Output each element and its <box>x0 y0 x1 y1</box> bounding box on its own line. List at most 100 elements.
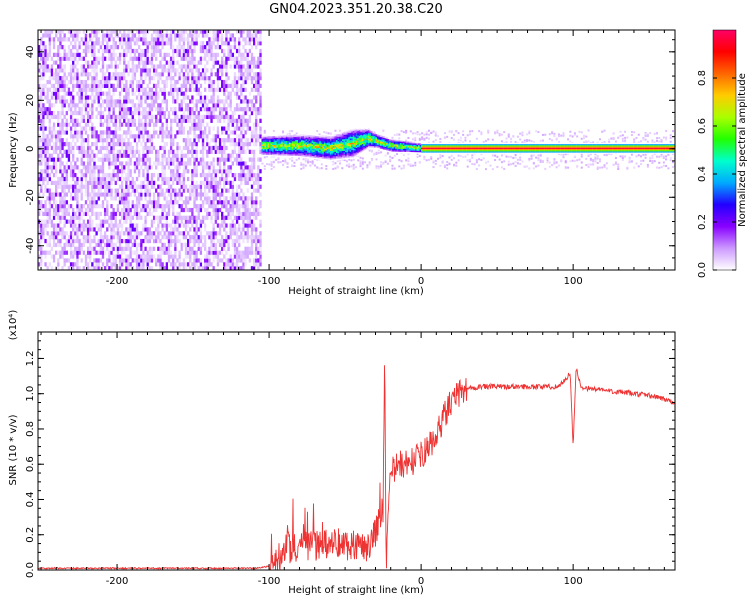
heat-cell <box>152 246 156 251</box>
heat-cell <box>439 164 442 167</box>
heat-cell <box>140 134 143 139</box>
heat-cell <box>89 254 92 259</box>
heat-cell <box>133 103 137 108</box>
heat-cell <box>161 215 164 220</box>
heat-cell <box>103 79 107 85</box>
heat-cell <box>191 114 194 120</box>
heat-cell <box>193 235 196 240</box>
heat-cell <box>434 162 437 165</box>
heat-cell <box>152 215 156 220</box>
heat-cell <box>140 95 143 100</box>
heat-cell <box>204 72 207 77</box>
heat-cell <box>496 165 499 168</box>
heat-cell <box>40 258 43 263</box>
heat-cell <box>172 99 175 104</box>
heat-cell <box>129 192 132 197</box>
heat-cell <box>229 169 232 174</box>
heat-cell <box>246 76 249 81</box>
heat-cell <box>135 211 139 217</box>
heat-cell <box>341 167 344 170</box>
heat-cell <box>74 250 77 255</box>
heat-cell <box>42 180 45 185</box>
heat-cell <box>150 118 154 123</box>
heat-cell <box>44 68 47 73</box>
heat-cell <box>106 184 109 189</box>
heat-cell <box>38 242 41 248</box>
heat-cell <box>221 60 224 65</box>
heat-cell <box>212 258 215 263</box>
heat-cell <box>161 122 164 127</box>
heat-cell <box>123 56 126 61</box>
heat-cell <box>135 196 139 201</box>
heat-cell <box>76 254 79 259</box>
heat-cell <box>300 167 303 170</box>
heat-cell <box>255 258 258 263</box>
heat-cell <box>150 48 154 54</box>
heat-cell <box>52 223 56 228</box>
heat-cell <box>553 162 556 165</box>
heat-cell <box>255 231 258 236</box>
heat-cell <box>46 211 49 217</box>
heat-cell <box>405 159 408 162</box>
heat-cell <box>72 250 75 255</box>
heat-cell <box>176 99 179 104</box>
heat-cell <box>193 258 196 263</box>
heat-cell <box>69 33 73 38</box>
heat-cell <box>238 204 241 209</box>
heat-cell <box>500 161 503 164</box>
heat-cell <box>225 207 228 213</box>
heat-cell <box>208 200 211 205</box>
heat-cell <box>67 153 71 158</box>
heat-cell <box>235 188 239 193</box>
heat-cell <box>165 76 169 81</box>
heat-cell <box>127 258 130 263</box>
heat-cell <box>242 200 245 205</box>
heat-cell <box>425 136 428 139</box>
heat-cell <box>40 238 43 244</box>
heat-cell <box>89 45 92 50</box>
heat-cell <box>110 196 113 201</box>
heat-cell <box>345 160 348 163</box>
heat-cell <box>161 56 164 61</box>
heat-cell <box>95 231 98 236</box>
heat-cell <box>157 37 160 42</box>
heat-cell <box>167 149 171 154</box>
heat-cell <box>127 157 130 162</box>
heat-cell <box>227 56 230 61</box>
heat-cell <box>206 52 209 57</box>
heat-cell <box>216 114 220 120</box>
heat-cell <box>63 176 66 182</box>
heat-cell <box>180 184 183 189</box>
heat-cell <box>57 45 60 50</box>
heat-cell <box>121 87 124 92</box>
heat-cell <box>63 149 66 154</box>
heat-cell <box>72 33 75 38</box>
heat-cell <box>184 107 188 112</box>
heat-cell <box>167 153 171 158</box>
heat-cell <box>67 242 71 248</box>
heat-cell <box>106 45 109 50</box>
heat-cell <box>223 227 226 232</box>
heat-cell <box>127 60 130 65</box>
heat-cell <box>86 235 90 240</box>
heat-cell <box>123 33 126 38</box>
heat-cell <box>182 33 186 38</box>
heat-cell <box>216 262 220 267</box>
heat-cell <box>206 231 209 236</box>
heat-cell <box>106 91 109 96</box>
heat-cell <box>244 72 247 77</box>
heat-cell <box>248 173 252 178</box>
heat-cell <box>216 134 220 139</box>
heat-cell <box>218 169 222 174</box>
heat-cell <box>95 72 98 77</box>
heat-cell <box>112 99 115 104</box>
heat-cell <box>127 118 130 123</box>
heat-cell <box>227 48 230 54</box>
heat-cell <box>82 68 85 73</box>
heat-cell <box>186 153 190 158</box>
heat-cell <box>86 266 90 270</box>
heat-cell <box>375 158 378 161</box>
heat-cell <box>140 188 143 193</box>
heat-cell <box>72 169 75 174</box>
heat-cell <box>91 60 94 65</box>
